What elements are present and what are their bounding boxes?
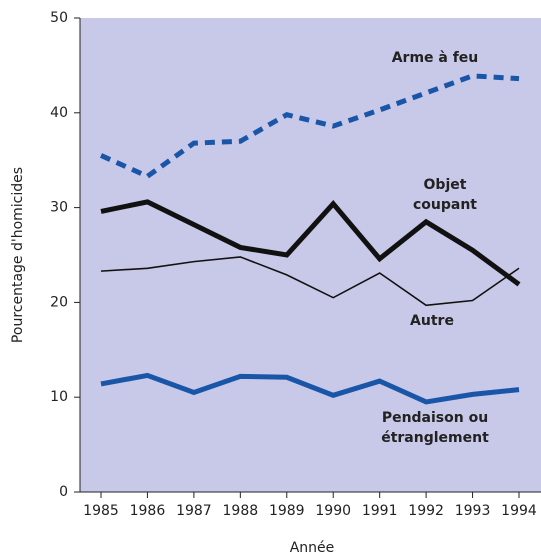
plot-area: [80, 18, 541, 492]
x-tick-label: 1992: [408, 503, 444, 519]
series-label: Pendaison ou étranglement: [381, 410, 489, 446]
line-series: [100, 372, 520, 405]
y-tick-label: 50: [50, 10, 68, 26]
y-tick-label: 30: [50, 200, 68, 216]
series-label: Arme à feu: [392, 50, 479, 66]
y-tick-label: 40: [50, 105, 68, 121]
x-tick-label: 1993: [455, 503, 491, 519]
x-tick-label: 1987: [176, 503, 212, 519]
line-series: [99, 73, 520, 180]
x-tick-label: 1988: [223, 503, 259, 519]
x-tick-label: 1985: [83, 503, 119, 519]
x-tick-label: 1994: [501, 503, 537, 519]
x-tick-label: 1986: [130, 503, 166, 519]
x-axis-label: Année: [290, 540, 335, 556]
x-tick-label: 1991: [362, 503, 398, 519]
y-axis-label: Pourcentage d'homicides: [10, 167, 26, 343]
series-label: Objet coupant: [413, 177, 477, 213]
y-tick-label: 20: [50, 294, 68, 310]
series-label: Autre: [410, 313, 454, 329]
line-series: [100, 256, 520, 307]
line-series: [100, 199, 521, 287]
x-tick-label: 1990: [315, 503, 351, 519]
x-tick-label: 1989: [269, 503, 305, 519]
y-tick-label: 0: [59, 484, 68, 500]
y-tick-label: 10: [50, 389, 68, 405]
